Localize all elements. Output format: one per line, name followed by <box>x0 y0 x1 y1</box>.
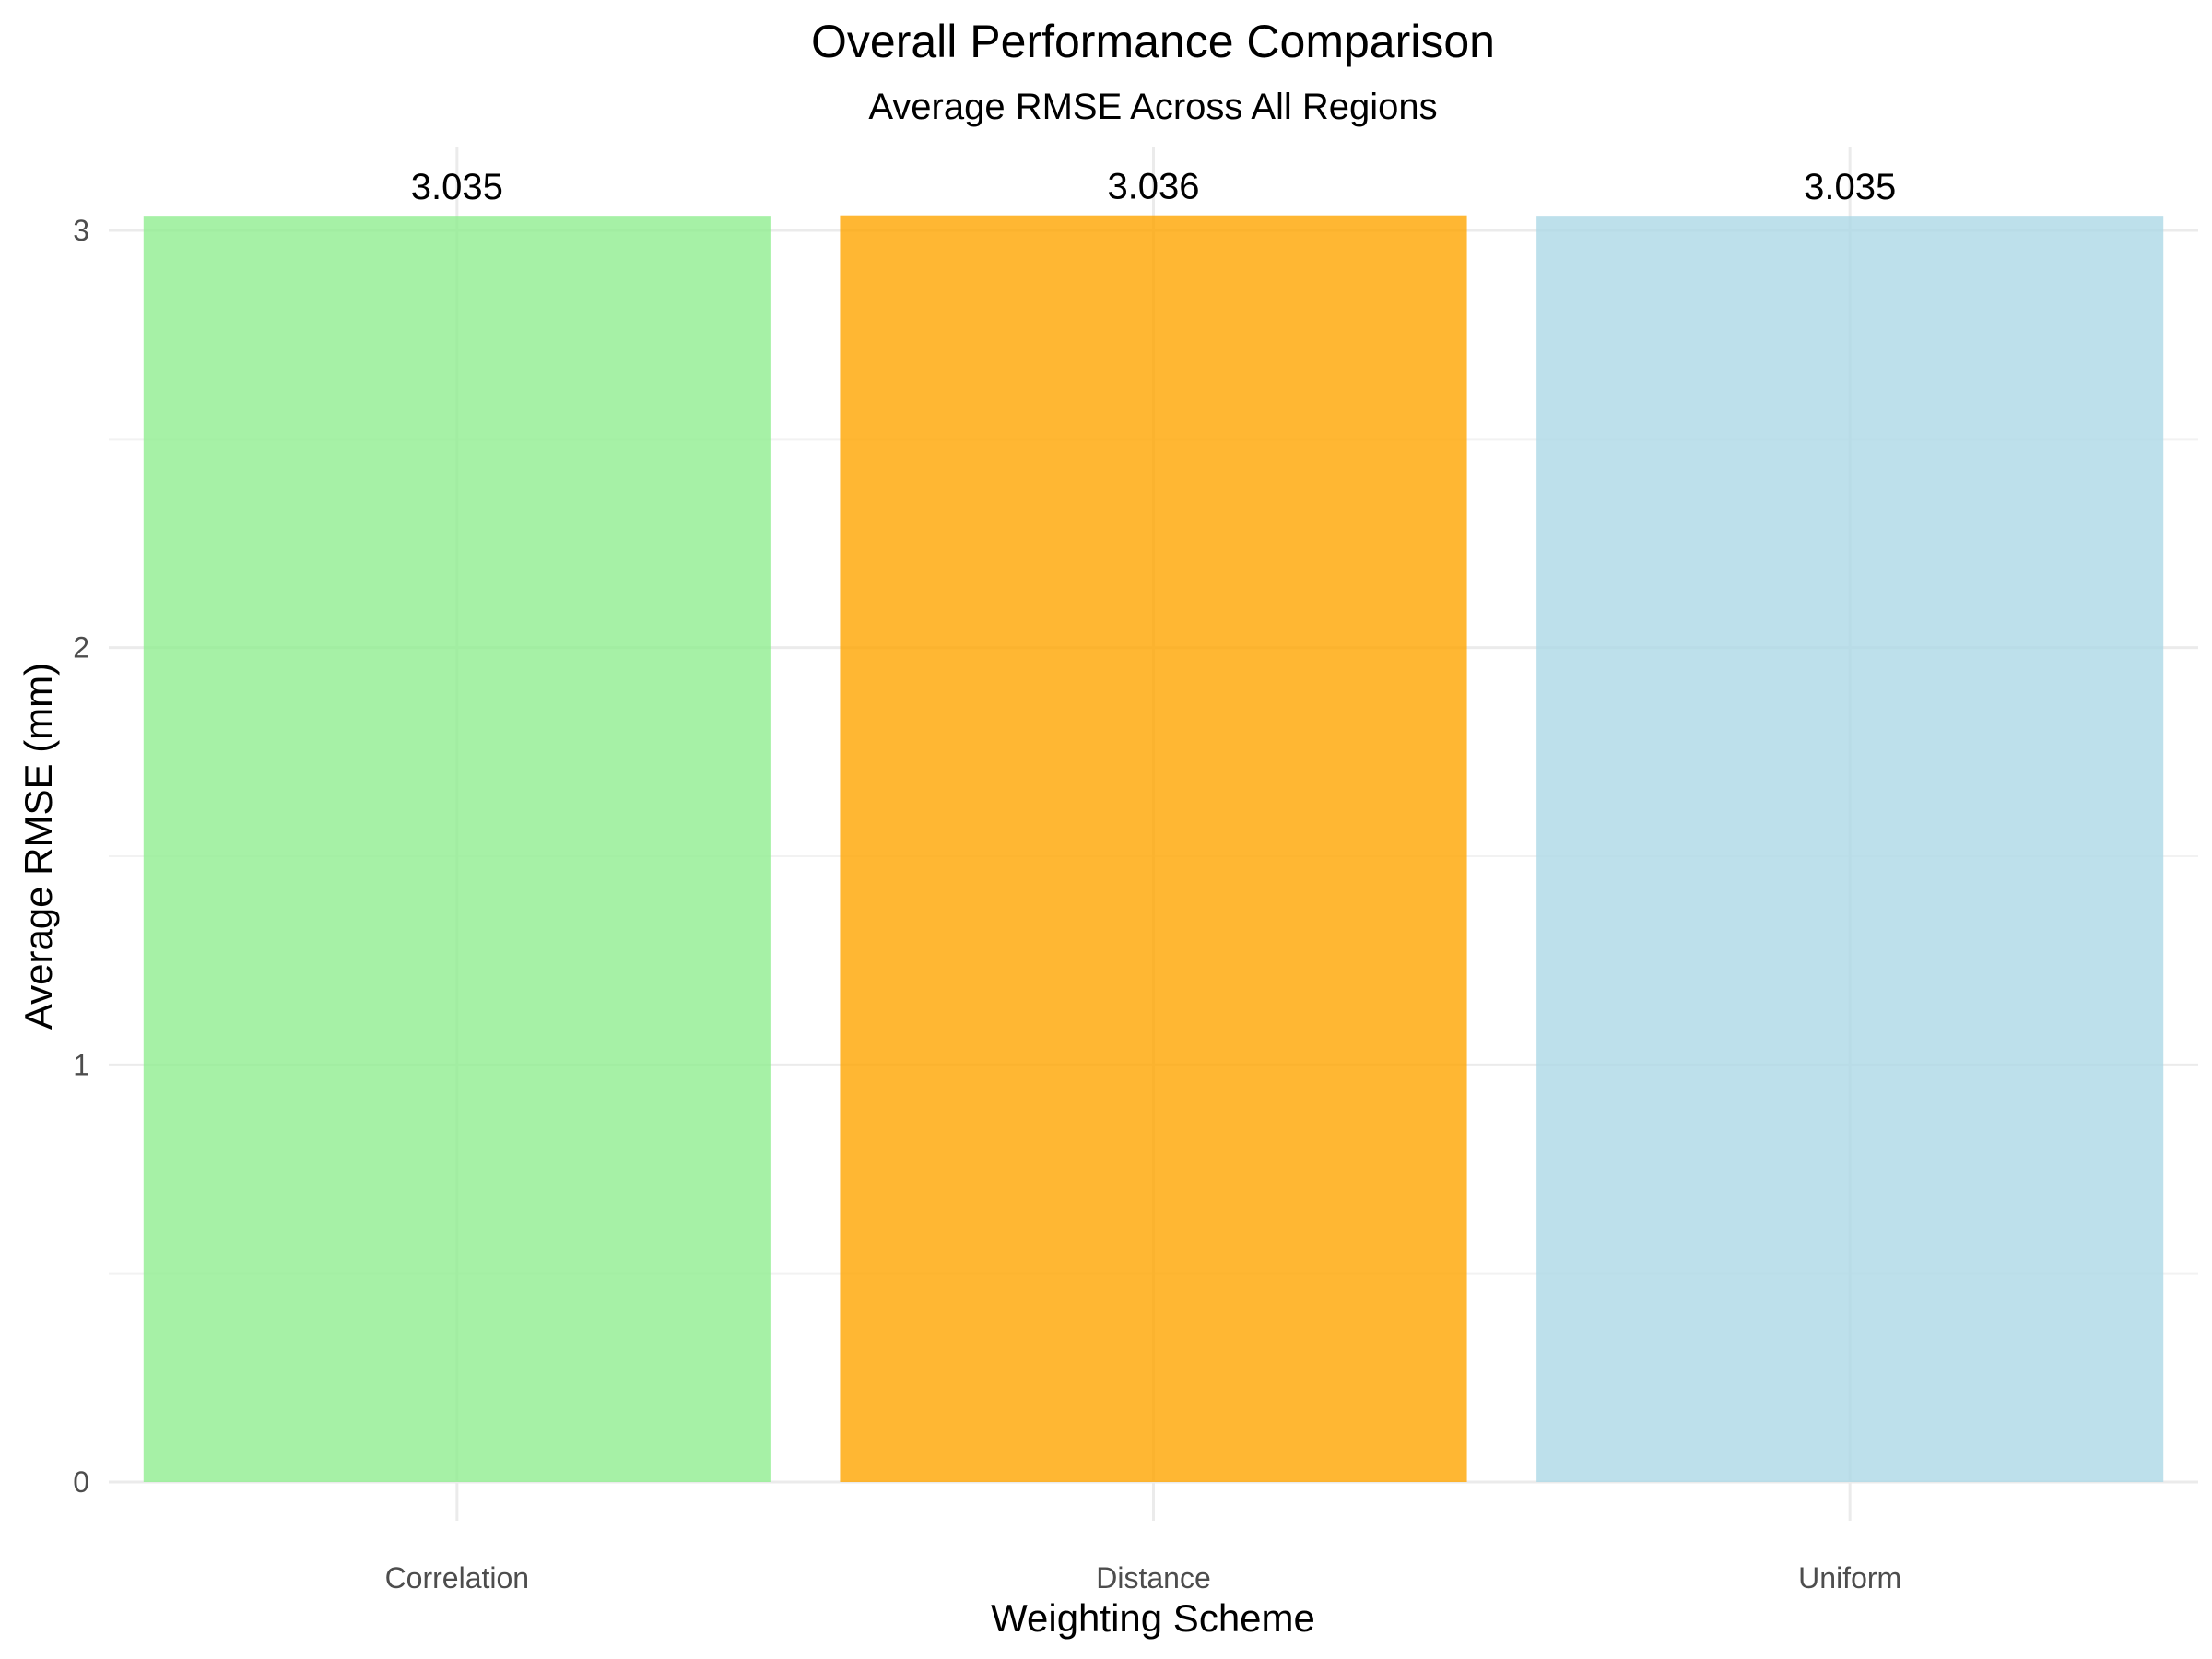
y-tick-label: 0 <box>73 1465 89 1499</box>
y-tick-label: 2 <box>73 631 89 665</box>
data-label-distance: 3.036 <box>1107 167 1199 207</box>
y-axis-ticks: 0 1 2 3 <box>73 214 89 1499</box>
x-tick-label: Correlation <box>385 1561 530 1594</box>
y-tick-label: 1 <box>73 1048 89 1081</box>
bar-distance <box>840 215 1467 1483</box>
x-axis-ticks: Correlation Distance Uniform <box>385 1561 1902 1594</box>
y-tick-label: 3 <box>73 214 89 247</box>
x-tick-label: Uniform <box>1798 1561 1901 1594</box>
data-label-uniform: 3.035 <box>1804 167 1896 207</box>
x-axis-title: Weighting Scheme <box>991 1596 1315 1640</box>
y-axis-title: Average RMSE (mm) <box>17 663 60 1030</box>
bar-uniform <box>1536 216 2164 1483</box>
x-tick-label: Distance <box>1096 1561 1211 1594</box>
data-label-correlation: 3.035 <box>411 167 503 207</box>
data-labels: 3.035 3.036 3.035 <box>411 167 1896 207</box>
bars <box>143 215 2164 1483</box>
bar-correlation <box>143 216 771 1483</box>
chart-subtitle: Average RMSE Across All Regions <box>868 87 1437 127</box>
chart-title: Overall Performance Comparison <box>811 16 1495 67</box>
